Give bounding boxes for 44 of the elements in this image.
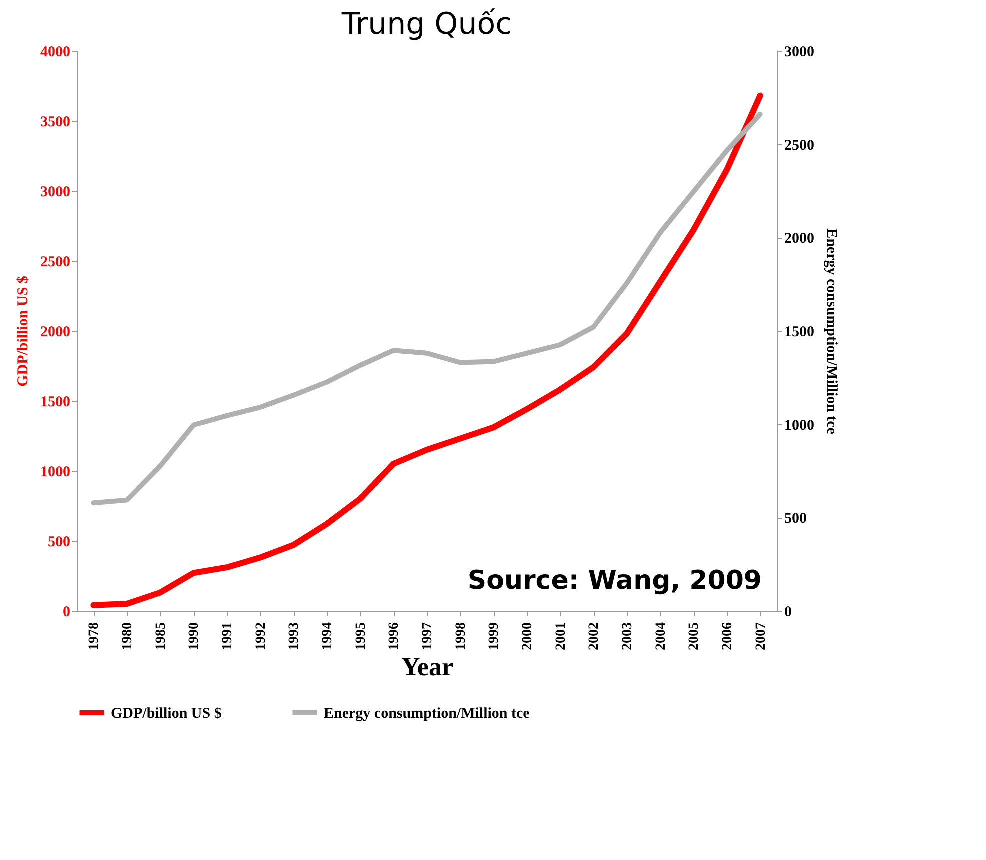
x-tick-label: 1991 xyxy=(220,622,236,650)
x-tick-label: 2002 xyxy=(587,622,602,650)
x-tick-label: 2003 xyxy=(620,622,636,650)
x-tick-label: 1985 xyxy=(154,622,169,650)
x-axis-title: Year xyxy=(402,652,454,682)
x-tick-label: 1994 xyxy=(320,622,336,650)
x-tick-label: 1980 xyxy=(120,622,136,650)
y-tick-label: 500 xyxy=(48,534,70,550)
y-tick-label: 2000 xyxy=(40,324,70,340)
y-tick-label: 1000 xyxy=(40,464,70,480)
y-tick-label: 2500 xyxy=(40,254,70,270)
chart-title: Trung Quốc xyxy=(340,7,512,42)
y-axis-title: GDP/billion US $ xyxy=(16,276,32,387)
y2-tick-label: 1000 xyxy=(784,418,814,434)
x-tick-label: 1995 xyxy=(354,622,369,650)
y-tick-label: 4000 xyxy=(40,44,70,60)
x-tick-label: 2001 xyxy=(554,622,569,650)
y-tick-label: 0 xyxy=(63,604,70,620)
legend-label: GDP/billion US $ xyxy=(111,706,222,722)
x-tick-label: 1993 xyxy=(287,622,302,650)
y-tick-label: 3000 xyxy=(40,184,70,200)
x-tick-label: 2000 xyxy=(520,622,536,650)
x-tick-label: 1990 xyxy=(187,622,202,650)
y2-tick-label: 2000 xyxy=(784,231,814,248)
y2-tick-label: 500 xyxy=(784,511,807,528)
x-tick-label: 1996 xyxy=(387,622,402,650)
x-tick-label: 2005 xyxy=(687,622,702,650)
y2-axis-title: Energy consumption/Million tce xyxy=(824,228,840,435)
y2-tick-label: 0 xyxy=(784,604,792,620)
x-tick-label: 1999 xyxy=(487,622,502,650)
y-tick-label: 1500 xyxy=(40,394,70,410)
x-tick-label: 1992 xyxy=(254,622,269,650)
y2-tick-label: 2500 xyxy=(784,138,814,154)
x-tick-label: 2007 xyxy=(754,622,769,650)
x-tick-label: 2004 xyxy=(654,622,669,650)
legend-label: Energy consumption/Million tce xyxy=(324,706,530,722)
y2-tick-label: 3000 xyxy=(784,44,814,60)
x-tick-label: 2006 xyxy=(720,622,736,650)
annotation: Source: Wang, 2009 xyxy=(468,566,762,596)
y2-tick-label: 1500 xyxy=(784,324,814,340)
x-tick-label: 1998 xyxy=(454,622,469,650)
y-tick-label: 3500 xyxy=(40,114,70,130)
x-tick-label: 1978 xyxy=(87,622,102,650)
x-tick-label: 1997 xyxy=(420,622,436,650)
